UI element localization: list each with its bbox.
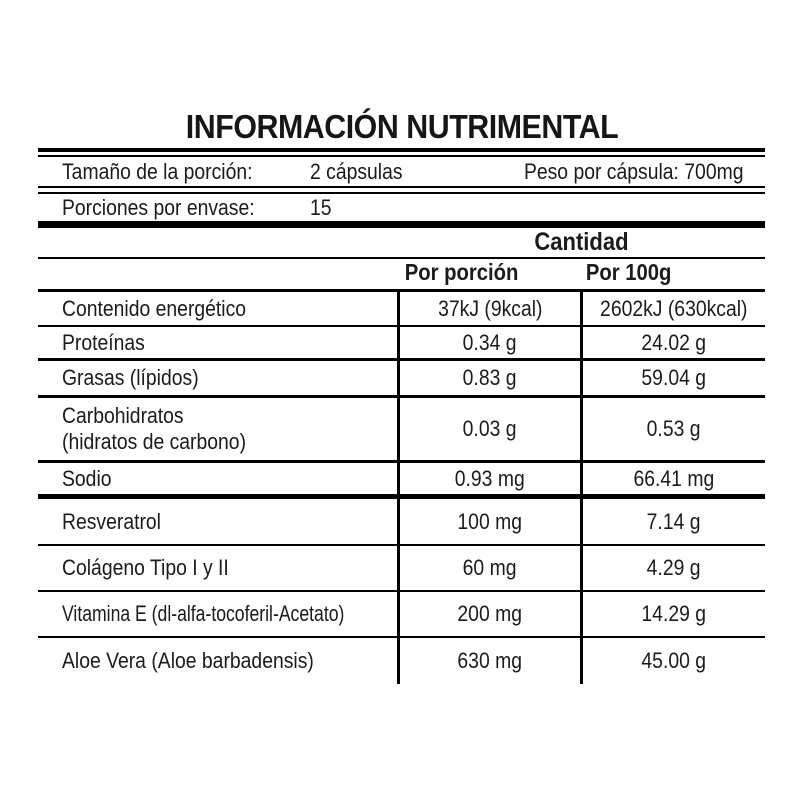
per-serving-value: 37kJ (9kcal) (437, 295, 543, 321)
servings-per-container-row: Porciones por envase: 15 (38, 194, 765, 221)
table-row-aloe-vera: Aloe Vera (Aloe barbadensis) 630 mg 45.0… (38, 638, 765, 684)
title-divider (38, 148, 765, 157)
column-header-row: Por porción Por 100g (38, 259, 765, 292)
per-100g-value: 0.53 g (647, 416, 701, 441)
thick-divider-top (38, 221, 765, 228)
table-row-protein: Proteínas 0.34 g 24.02 g (38, 327, 765, 361)
nutrient-name: Grasas (lípidos) (62, 365, 199, 390)
serving-size-row: Tamaño de la porción: 2 cápsulas Peso po… (38, 157, 765, 186)
per-serving-value: 60 mg (463, 555, 517, 580)
nutrient-name: Contenido energético (62, 295, 247, 321)
nutrient-name: Sodio (62, 465, 112, 491)
per-100g-value: 24.02 g (641, 329, 707, 355)
serving-size-label: Tamaño de la porción: (62, 158, 253, 184)
table-row-collagen: Colágeno Tipo I y II 60 mg 4.29 g (38, 546, 765, 592)
page-title-text: INFORMACIÓN NUTRIMENTAL (185, 108, 618, 145)
col-header-per-serving: Por porción (404, 259, 519, 285)
per-100g-value: 45.00 g (641, 648, 707, 673)
servings-per-container-value: 15 (310, 194, 332, 220)
col-header-per-100g: Por 100g (585, 259, 672, 285)
servings-per-container-label: Porciones por envase: (62, 194, 255, 220)
table-row-vitamin-e: Vitamina E (dl-alfa-tocoferil-Acetato) 2… (38, 592, 765, 638)
quantity-header-label: Cantidad (533, 228, 629, 256)
table-row-energy: Contenido energético 37kJ (9kcal) 2602kJ… (38, 292, 765, 327)
quantity-header-row: Cantidad (38, 228, 765, 259)
nutrient-name: Colágeno Tipo I y II (62, 555, 229, 580)
serving-divider (38, 186, 765, 194)
serving-size-value: 2 cápsulas (310, 158, 403, 184)
nutrient-name: Carbohidratos (hidratos de carbono) (62, 403, 247, 454)
per-100g-value: 2602kJ (630kcal) (600, 295, 748, 321)
table-row-sodium: Sodio 0.93 mg 66.41 mg (38, 463, 765, 499)
per-100g-value: 14.29 g (641, 601, 707, 626)
table-row-carbs: Carbohidratos (hidratos de carbono) 0.03… (38, 398, 765, 463)
per-serving-value: 0.03 g (463, 416, 517, 441)
capsule-weight-text: Peso por cápsula: 700mg (523, 158, 743, 184)
per-serving-value: 200 mg (457, 601, 523, 626)
per-100g-value: 59.04 g (641, 365, 707, 390)
table-row-fat: Grasas (lípidos) 0.83 g 59.04 g (38, 361, 765, 398)
nutrient-name: Proteínas (62, 329, 145, 355)
per-serving-value: 0.93 mg (455, 465, 525, 491)
per-100g-value: 66.41 mg (633, 465, 715, 491)
nutrition-label: INFORMACIÓN NUTRIMENTAL Tamaño de la por… (38, 0, 765, 684)
per-serving-value: 0.83 g (463, 365, 517, 390)
per-serving-value: 630 mg (457, 648, 523, 673)
per-serving-value: 0.34 g (463, 329, 517, 355)
nutrient-name: Vitamina E (dl-alfa-tocoferil-Acetato) (62, 601, 345, 626)
per-100g-value: 4.29 g (647, 555, 701, 580)
per-100g-value: 7.14 g (647, 508, 701, 534)
quantity-header-spacer (38, 228, 397, 257)
nutrient-name: Aloe Vera (Aloe barbadensis) (62, 648, 314, 673)
nutrient-name: Resveratrol (62, 508, 161, 534)
page-title: INFORMACIÓN NUTRIMENTAL (38, 106, 765, 148)
per-serving-value: 100 mg (457, 508, 523, 534)
table-row-resveratrol: Resveratrol 100 mg 7.14 g (38, 499, 765, 546)
